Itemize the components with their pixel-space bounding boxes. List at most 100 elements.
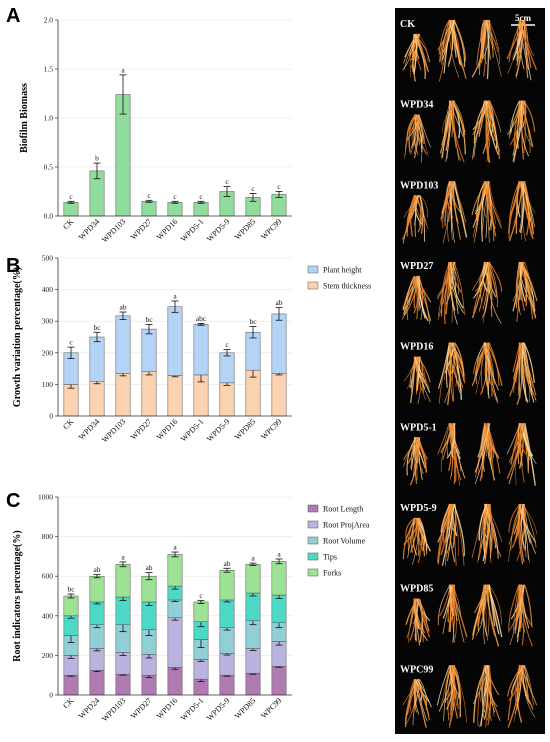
root-system-image [472, 100, 502, 164]
root-strand [416, 356, 421, 391]
root-strand [450, 19, 460, 59]
category-label: WPD27 [129, 696, 154, 721]
root-strand [451, 100, 465, 163]
root-indicators-chart: 0 200 400 600 800 1000 Root indicators percent… [12, 493, 370, 724]
root-strand [487, 19, 494, 49]
root-strand [405, 194, 419, 231]
bar [193, 601, 209, 622]
root-strand [452, 100, 466, 133]
root-strand [521, 342, 529, 403]
root-strand [523, 503, 537, 555]
root-strand [448, 584, 452, 633]
root-strand [414, 114, 425, 144]
root-strand [483, 665, 488, 720]
root-system-image [472, 664, 501, 728]
root-strand [486, 584, 503, 638]
bar [219, 382, 235, 417]
significance-label: c [199, 591, 203, 600]
root-strand [417, 517, 423, 546]
root-strand [524, 181, 532, 237]
root-strand [415, 679, 430, 720]
root-strand [485, 503, 489, 533]
root-strand [419, 195, 425, 242]
category-label: WPD27 [129, 217, 154, 242]
root-strand [448, 261, 456, 312]
root-strand [437, 503, 455, 565]
significance-label: ab [145, 563, 152, 572]
significance-label: a [121, 65, 125, 74]
root-strand [406, 356, 415, 390]
root-strand [523, 503, 537, 548]
root-strand [451, 19, 456, 50]
root-strand [519, 181, 525, 232]
root-strand [405, 679, 417, 725]
y-axis-title: Biofilm Biomass [19, 83, 30, 153]
root-strand [441, 100, 451, 146]
y-tick-label: 0 [49, 412, 53, 421]
root-system-image [437, 19, 467, 82]
root-strand [519, 181, 535, 228]
root-strand [489, 181, 502, 224]
root-row-label: WPD5-9 [400, 503, 437, 514]
root-strand [519, 584, 523, 632]
significance-label: c [277, 182, 281, 191]
root-strand [488, 584, 502, 625]
root-strand [474, 342, 491, 382]
root-strand [523, 584, 533, 627]
significance-label: ab [275, 298, 282, 307]
significance-label: c [199, 192, 203, 201]
category-label: WPD5-1 [179, 417, 205, 443]
root-system-image [509, 342, 537, 406]
root-row-label: WPD16 [400, 342, 433, 353]
root-strand [473, 584, 489, 614]
root-strand [447, 342, 452, 406]
root-row-label: WPC99 [400, 664, 433, 675]
root-strand [484, 503, 490, 564]
significance-label: c [147, 191, 151, 200]
root-strand [453, 261, 465, 315]
panel-letter-b: B [6, 255, 20, 277]
root-strand [437, 423, 450, 455]
root-strand [522, 19, 527, 50]
root-strand [452, 584, 456, 644]
bar [63, 674, 79, 696]
root-system-image [405, 598, 431, 646]
significance-label: a [277, 549, 281, 558]
root-system-image [506, 19, 538, 81]
bar [115, 564, 131, 598]
root-system-image [401, 275, 432, 324]
category-label: WPD5-9 [205, 696, 231, 722]
category-label: WPD103 [100, 217, 127, 244]
bar [63, 595, 79, 617]
root-system-image [402, 517, 431, 565]
legend-label: Root ProjArea [323, 521, 370, 530]
category-label: WPC99 [259, 696, 283, 720]
bar [245, 672, 261, 696]
root-strand [451, 181, 454, 214]
significance-label: c [69, 192, 73, 201]
root-strand [447, 665, 455, 721]
root-strand [521, 100, 525, 160]
root-strand [488, 584, 500, 635]
significance-label: a [121, 552, 125, 561]
y-tick-label: 600 [42, 572, 54, 581]
y-tick-label: 0.0 [44, 212, 54, 221]
root-strand [509, 181, 521, 217]
root-strand [444, 665, 456, 703]
root-strand [454, 342, 465, 382]
category-label: WPD85 [233, 417, 258, 442]
category-label: WPD103 [100, 417, 127, 444]
root-strand [454, 261, 459, 314]
root-strand [445, 261, 451, 315]
root-strand [413, 33, 417, 75]
root-strand [508, 503, 521, 533]
category-label: WPD5-1 [179, 217, 205, 243]
root-strand [483, 261, 497, 298]
root-strand [486, 19, 499, 53]
significance-label: a [173, 291, 177, 300]
legend-swatch [307, 265, 319, 274]
y-tick-label: 0.5 [44, 163, 54, 172]
root-strand [524, 665, 534, 706]
root-strand [402, 275, 420, 309]
root-strand [442, 584, 453, 619]
